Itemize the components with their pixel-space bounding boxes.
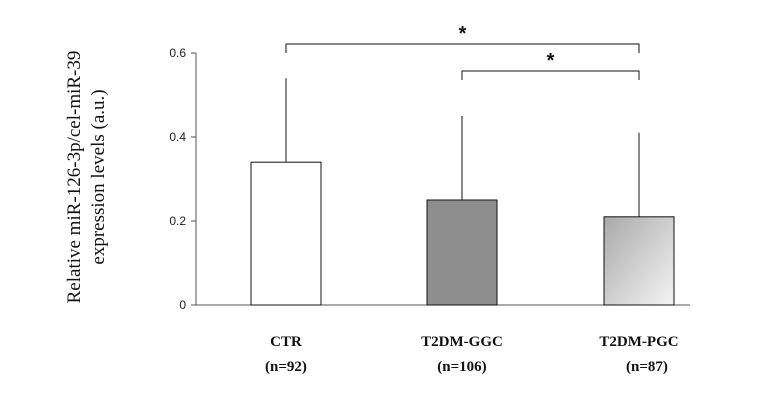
y-tick-label: 0.4 — [169, 130, 186, 144]
x-axis-labels: CTR (n=92) T2DM-GGC (n=106) T2DM-PGC (n=87) — [265, 334, 679, 375]
x-tick-sample-size: (n=106) — [437, 359, 486, 375]
y-tick-label: 0.2 — [169, 214, 186, 228]
bar-ctr — [250, 161, 322, 306]
x-tick-label: T2DM-PGC — [599, 334, 678, 350]
bar-t2dm-ggc — [426, 199, 498, 306]
bar-t2dm-pgc — [603, 216, 675, 306]
x-tick-sample-size: (n=87) — [626, 359, 668, 375]
x-tick-label: T2DM-GGC — [421, 334, 503, 350]
x-tick-sample-size: (n=92) — [265, 359, 307, 375]
error-bars — [285, 78, 640, 217]
significance-bracket — [461, 70, 640, 80]
y-tick-label: 0.6 — [169, 46, 186, 60]
significance-star: * — [547, 50, 555, 72]
bars — [250, 161, 675, 306]
y-axis-label-line-2: expression levels (a.u.) — [88, 89, 109, 264]
y-axis-label: Relative miR-126-3p/cel-miR-39 expressio… — [64, 51, 109, 304]
significance-star: * — [459, 23, 467, 45]
y-axis-label-line-1: Relative miR-126-3p/cel-miR-39 — [64, 51, 85, 304]
significance-brackets: ** — [285, 23, 640, 80]
y-tick-label: 0 — [179, 298, 186, 312]
significance-bracket — [285, 43, 640, 53]
x-tick-label: CTR — [270, 334, 302, 350]
